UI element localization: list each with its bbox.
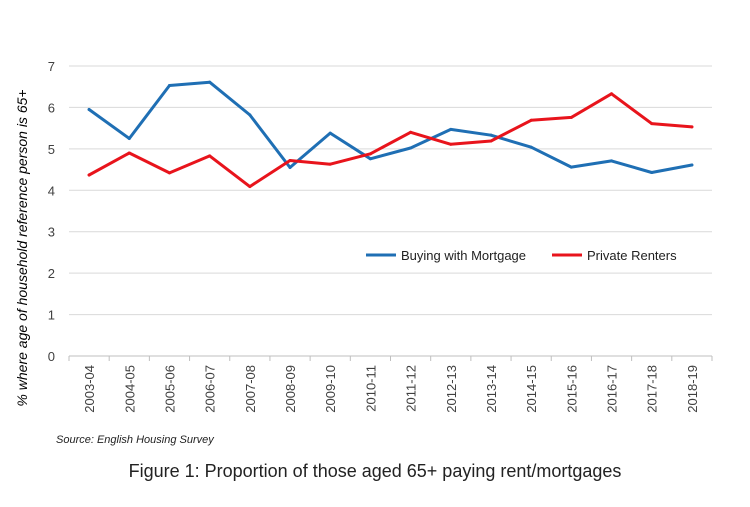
data-point xyxy=(449,142,453,146)
data-point xyxy=(449,127,453,131)
x-tick-label: 2018-19 xyxy=(685,365,700,413)
data-point xyxy=(328,131,332,135)
x-tick-label: 2017-18 xyxy=(645,365,660,413)
data-point xyxy=(529,118,533,122)
data-point xyxy=(529,145,533,149)
data-point xyxy=(87,173,91,177)
data-point xyxy=(650,170,654,174)
figure-caption: Figure 1: Proportion of those aged 65+ p… xyxy=(128,461,622,481)
x-tick-labels: 2003-04 2004-05 2005-06 2006-07 2007-08 2008-… xyxy=(68,356,713,413)
data-point xyxy=(690,125,694,129)
data-point xyxy=(368,157,372,161)
data-point xyxy=(409,146,413,150)
data-point xyxy=(208,154,212,158)
data-point xyxy=(610,159,614,163)
y-tick-label: 2 xyxy=(48,266,55,281)
data-point xyxy=(489,133,493,137)
data-point xyxy=(690,163,694,167)
series-lines xyxy=(87,80,694,189)
y-tick-label: 7 xyxy=(48,59,55,74)
data-point xyxy=(208,80,212,84)
x-tick-label: 2004-05 xyxy=(122,365,137,413)
x-tick-label: 2014-15 xyxy=(524,365,539,413)
series-line-buying-with-mortgage xyxy=(87,80,694,174)
data-point xyxy=(368,152,372,156)
y-tick-label: 6 xyxy=(48,100,55,115)
x-tick-label: 2006-07 xyxy=(203,365,218,413)
data-point xyxy=(610,92,614,96)
data-point xyxy=(87,108,91,111)
data-point xyxy=(489,139,493,143)
data-point xyxy=(650,122,654,126)
data-point xyxy=(248,113,252,117)
legend-label: Buying with Mortgage xyxy=(401,248,526,263)
y-tick-label: 5 xyxy=(48,142,55,157)
x-tick-label: 2015-16 xyxy=(564,365,579,413)
y-tick-labels: 0 1 2 3 4 5 6 7 xyxy=(48,59,55,364)
legend: Buying with Mortgage Private Renters xyxy=(366,248,677,263)
data-point xyxy=(569,165,573,169)
data-point xyxy=(167,171,171,175)
y-tick-label: 3 xyxy=(48,225,55,240)
series-line-private-renters xyxy=(87,92,694,189)
data-point xyxy=(288,166,292,169)
y-tick-label: 4 xyxy=(48,183,55,198)
data-point xyxy=(127,151,131,155)
x-tick-label: 2008-09 xyxy=(283,365,298,413)
x-tick-label: 2010-11 xyxy=(363,365,378,412)
source-note: Source: English Housing Survey xyxy=(56,434,214,446)
y-axis-label: % where age of household reference perso… xyxy=(14,89,30,406)
legend-label: Private Renters xyxy=(587,248,677,263)
x-tick-label: 2005-06 xyxy=(162,365,177,413)
x-tick-label: 2016-17 xyxy=(605,365,620,413)
y-tick-label: 1 xyxy=(48,308,55,323)
x-tick-label: 2007-08 xyxy=(243,365,258,413)
x-tick-label: 2003-04 xyxy=(82,365,97,413)
data-point xyxy=(127,137,131,140)
data-point xyxy=(409,130,413,134)
data-point xyxy=(248,185,252,189)
x-tick-label: 2011-12 xyxy=(404,365,419,412)
x-tick-label: 2012-13 xyxy=(444,365,459,413)
data-point xyxy=(328,162,332,166)
x-tick-label: 2013-14 xyxy=(484,365,499,413)
data-point xyxy=(569,115,573,119)
gridlines xyxy=(69,65,712,357)
y-tick-label: 0 xyxy=(48,349,55,364)
data-point xyxy=(288,158,292,162)
x-tick-label: 2009-10 xyxy=(323,365,338,413)
data-point xyxy=(167,83,171,87)
